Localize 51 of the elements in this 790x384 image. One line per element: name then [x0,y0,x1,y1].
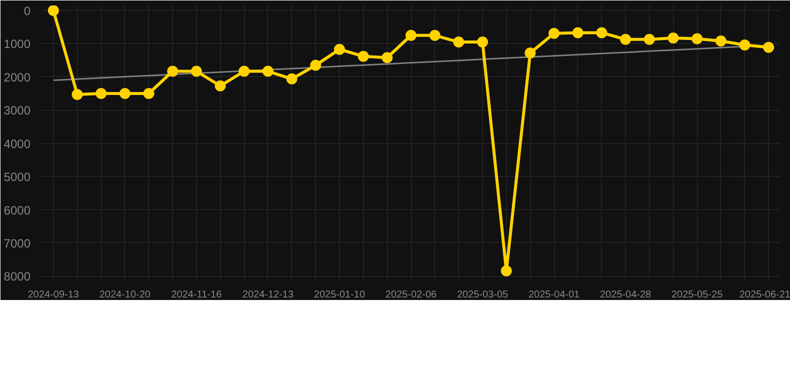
point [715,36,726,47]
point [48,6,59,16]
y-tick-label: 0 [24,4,31,18]
point [72,89,83,100]
x-tick-label: 2025-06-21 [739,290,790,300]
point [310,60,322,71]
point [668,32,679,44]
point [524,48,536,58]
point [500,265,512,276]
point [382,52,393,64]
x-tick-label: 2024-10-20 [99,290,151,300]
x-tick-label: 2025-01-10 [314,290,366,300]
x-tick-label: 2025-04-28 [600,290,652,300]
x-tick-label: 2024-12-13 [242,290,294,300]
point [96,88,107,99]
x-tick-label: 2024-11-16 [171,290,222,300]
y-tick-label: 6000 [4,203,31,218]
x-tick-label: 2025-05-25 [671,290,724,300]
point [763,42,774,53]
point [214,80,226,92]
point [119,88,130,99]
y-tick-label: 5000 [4,170,31,184]
y-tick-label: 7000 [4,236,31,250]
point [406,30,416,41]
y-tick-label: 1000 [4,37,31,52]
point [548,28,560,39]
point [358,50,369,62]
y-tick-label: 2000 [4,70,31,84]
point [238,66,250,77]
y-tick-label: 8000 [4,270,31,284]
point [286,73,298,84]
point [429,30,440,41]
x-tick-label: 2025-04-01 [528,290,580,300]
x-tick-label: 2025-02-06 [385,290,438,300]
point [167,66,178,77]
point [453,36,464,48]
point [596,27,608,38]
point [644,34,655,45]
x-tick-label: 2025-03-05 [456,290,509,300]
point [262,66,274,77]
point [572,27,584,38]
x-tick-label: 2024-09-13 [28,290,80,300]
point [739,40,750,51]
point [190,66,202,77]
point [692,33,703,44]
point [334,44,345,55]
y-tick-label: 3000 [4,104,31,118]
point [620,34,632,45]
y-tick-label: 4000 [4,136,31,151]
point [477,36,488,48]
point [143,88,154,99]
